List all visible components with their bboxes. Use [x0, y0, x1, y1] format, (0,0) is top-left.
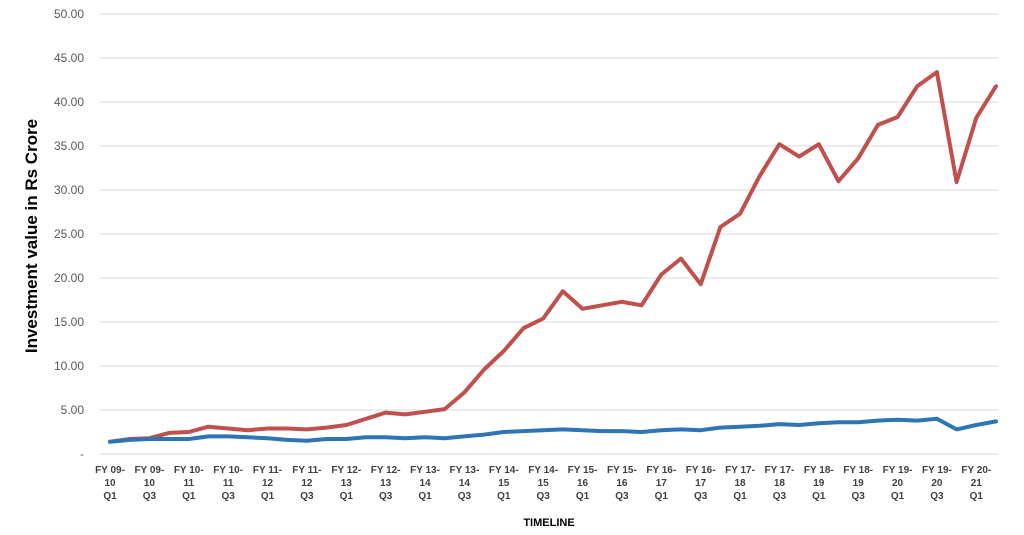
y-axis-label: Investment value in Rs Crore	[22, 119, 41, 353]
y-tick-label: 40.00	[54, 95, 84, 109]
y-tick-label: -	[80, 447, 84, 461]
y-tick-label: 25.00	[54, 227, 84, 241]
x-tick-label: FY 16-17 Q1	[646, 465, 676, 502]
x-tick-label: FY 14-15 Q1	[489, 465, 519, 502]
x-tick-label: FY 18-19 Q1	[804, 465, 834, 502]
x-tick-label: FY 10-11 Q3	[213, 465, 243, 502]
x-tick-label: FY 20-21 Q1	[961, 465, 991, 502]
y-tick-label: 45.00	[54, 51, 84, 65]
x-tick-label: FY 15-16 Q1	[568, 465, 598, 502]
x-axis-label: TIMELINE	[523, 517, 574, 529]
series-line-1	[108, 70, 998, 444]
y-tick-label: 5.00	[61, 403, 85, 417]
y-tick-label: 50.00	[54, 7, 84, 21]
x-tick-label: FY 11-12 Q3	[292, 465, 321, 502]
x-tick-label: FY 13-14 Q3	[449, 465, 479, 502]
y-tick-label: 35.00	[54, 139, 84, 153]
x-tick-label: FY 17-18 Q3	[765, 465, 795, 502]
x-tick-label: FY 10-11 Q1	[174, 465, 204, 502]
x-tick-label: FY 12-13 Q3	[371, 465, 401, 502]
x-tick-label: FY 13-14 Q1	[410, 465, 440, 502]
x-tick-label: FY 09-10 Q3	[134, 465, 164, 502]
x-tick-label: FY 09-10 Q1	[95, 465, 125, 502]
x-tick-label: FY 16-17 Q3	[686, 465, 716, 502]
y-axis-tick-labels: - 5.00 10.00 15.00 20.00 25.00 30.00 35.00 40.00…	[54, 7, 84, 461]
y-tick-label: 20.00	[54, 271, 84, 285]
x-tick-label: FY 14-15 Q3	[528, 465, 558, 502]
y-tick-label: 15.00	[54, 315, 84, 329]
x-tick-label: FY 12-13 Q1	[331, 465, 361, 502]
series-lines	[108, 70, 998, 444]
x-axis-tick-labels: FY 09-10 Q1 FY 09-10 Q3 FY 10-11 Q1 FY 10-11 Q3…	[95, 465, 991, 502]
x-tick-label: FY 18-19 Q3	[843, 465, 873, 502]
x-tick-label: FY 17-18 Q1	[725, 465, 755, 502]
x-tick-label: FY 11-12 Q1	[253, 465, 282, 502]
series-line-2	[108, 416, 998, 444]
y-tick-label: 30.00	[54, 183, 84, 197]
gridlines	[100, 13, 998, 455]
x-tick-label: FY 19-20 Q1	[883, 465, 913, 502]
x-tick-label: FY 19-20 Q3	[922, 465, 952, 502]
y-tick-label: 10.00	[54, 359, 84, 373]
x-tick-label: FY 15-16 Q3	[607, 465, 637, 502]
